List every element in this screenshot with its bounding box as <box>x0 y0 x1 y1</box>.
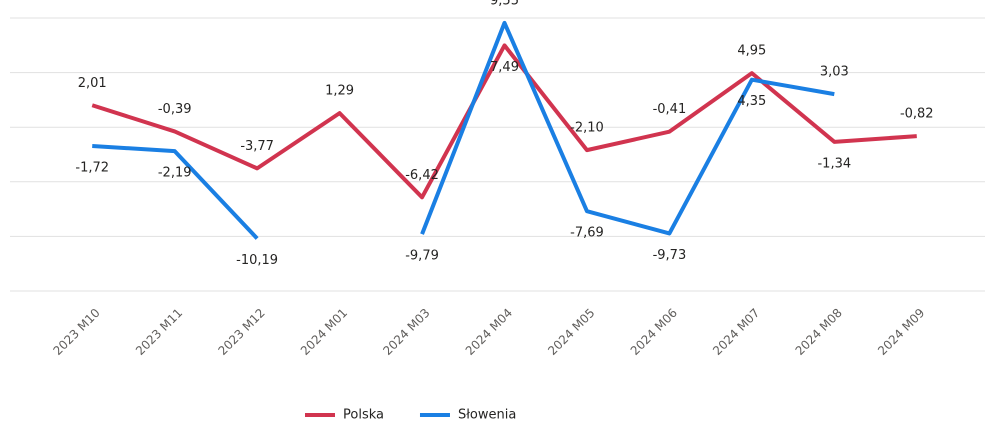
data-label: -3,77 <box>240 139 274 154</box>
legend-label: Polska <box>343 408 384 423</box>
data-label: -10,19 <box>236 253 278 268</box>
x-tick-label: 2024 M01 <box>298 306 350 358</box>
data-label: 2,01 <box>78 76 107 91</box>
data-label: 4,35 <box>737 94 766 109</box>
data-label: 9,55 <box>490 0 519 8</box>
x-tick-label: 2024 M08 <box>793 306 845 358</box>
data-label: -2,19 <box>158 166 192 181</box>
data-label: -9,79 <box>405 249 439 264</box>
data-label: -6,42 <box>405 168 439 183</box>
x-tick-label: 2023 M12 <box>215 306 267 358</box>
x-tick-label: 2023 M10 <box>51 306 103 358</box>
data-label: -1,34 <box>817 156 851 171</box>
data-label: 3,03 <box>820 65 849 80</box>
data-label: 4,95 <box>737 44 766 59</box>
series-line <box>420 20 835 236</box>
x-tick-label: 2023 M11 <box>133 306 185 358</box>
x-tick-label: 2024 M07 <box>710 306 762 358</box>
data-label: -2,10 <box>570 121 604 136</box>
data-label: 7,49 <box>490 60 519 75</box>
x-tick-label: 2024 M05 <box>545 306 597 358</box>
data-label: -0,39 <box>158 102 192 117</box>
series-line <box>92 143 259 240</box>
x-tick-label: 2024 M09 <box>875 306 927 358</box>
data-label: 1,29 <box>325 84 354 99</box>
x-tick-label: 2024 M06 <box>628 306 680 358</box>
data-label: -0,82 <box>900 107 934 122</box>
data-label: -9,73 <box>653 248 687 263</box>
series-line <box>91 43 917 200</box>
data-label: -1,72 <box>75 160 109 175</box>
x-tick-label: 2024 M03 <box>380 306 432 358</box>
data-label: -0,41 <box>653 102 687 117</box>
legend-label: Słowenia <box>458 408 516 423</box>
x-tick-label: 2024 M04 <box>463 306 515 358</box>
data-label: -7,69 <box>570 226 604 241</box>
